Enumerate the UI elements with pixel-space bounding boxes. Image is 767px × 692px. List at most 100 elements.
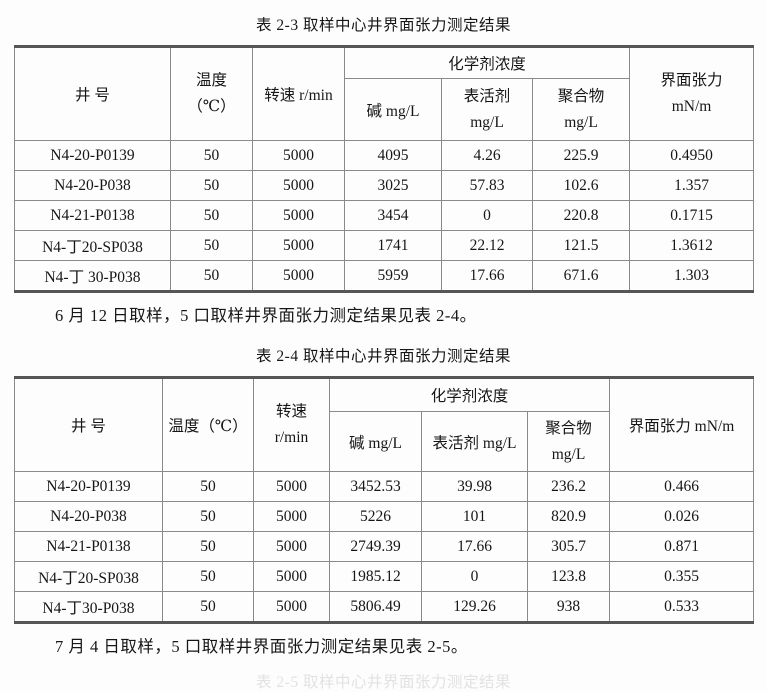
header-surfactant: 表活剂 mg/L bbox=[441, 78, 533, 141]
header-polymer: 聚合物 mg/L bbox=[531, 78, 631, 141]
cell-well: N4-20-P038 bbox=[14, 170, 171, 201]
cell-temp: 50 bbox=[162, 591, 254, 623]
table-2-5-title-clipped: 表 2-5 取样中心井界面张力测定结果 bbox=[256, 674, 511, 691]
cell-ift: 0.026 bbox=[609, 501, 755, 532]
cell-temp: 50 bbox=[170, 200, 253, 231]
header-interfacial-tension: 界面张力 mN/m bbox=[629, 46, 755, 141]
cell-speed: 5000 bbox=[253, 471, 330, 502]
cell-speed: 5000 bbox=[252, 170, 345, 201]
table-row: N4-丁 30-P038 50 5000 5959 17.66 671.6 1.… bbox=[14, 260, 755, 292]
table-2-3-title: 表 2-3 取样中心井界面张力测定结果 bbox=[256, 17, 511, 34]
header-chemical-concentration: 化学剂浓度 bbox=[328, 377, 611, 412]
header-alkali: 碱 mg/L bbox=[344, 78, 442, 141]
header-alkali: 碱 mg/L bbox=[329, 411, 422, 472]
cell-well: N4-丁30-P038 bbox=[14, 591, 163, 623]
cell-well: N4-丁 30-P038 bbox=[14, 260, 171, 292]
cell-ift: 0.1715 bbox=[629, 200, 755, 231]
cell-well: N4-丁20-SP038 bbox=[14, 561, 163, 592]
cell-temp: 50 bbox=[170, 170, 253, 201]
paragraph-july-sampling: 7 月 4 日取样，5 口取样井界面张力测定结果见表 2-5。 bbox=[55, 637, 468, 656]
header-interfacial-tension: 界面张力 mN/m bbox=[609, 377, 755, 472]
cell-surfactant: 4.26 bbox=[441, 140, 533, 171]
cell-surfactant: 17.66 bbox=[441, 260, 533, 292]
cell-speed: 5000 bbox=[253, 531, 330, 562]
cell-ift: 0.533 bbox=[609, 591, 755, 623]
header-temperature: 温度 （℃） bbox=[170, 46, 253, 141]
cell-surfactant: 101 bbox=[421, 501, 528, 532]
cell-polymer: 305.7 bbox=[526, 531, 611, 562]
table-row: N4-20-P038 50 5000 5226 101 820.9 0.026 bbox=[14, 501, 755, 532]
cell-temp: 50 bbox=[170, 260, 253, 292]
cell-speed: 5000 bbox=[252, 200, 345, 231]
cell-temp: 50 bbox=[162, 501, 254, 532]
table-row: N4-20-P038 50 5000 3025 57.83 102.6 1.35… bbox=[14, 170, 755, 201]
cell-ift: 0.4950 bbox=[629, 140, 755, 171]
cell-speed: 5000 bbox=[252, 260, 345, 292]
cell-speed: 5000 bbox=[253, 561, 330, 592]
cell-alkali: 2749.39 bbox=[329, 531, 422, 562]
cell-polymer: 220.8 bbox=[531, 200, 631, 231]
table-row: N4-丁20-SP038 50 5000 1985.12 0 123.8 0.3… bbox=[14, 561, 755, 592]
cell-surfactant: 17.66 bbox=[421, 531, 528, 562]
cell-well: N4-20-P0139 bbox=[14, 140, 171, 171]
cell-ift: 1.303 bbox=[629, 260, 755, 292]
cell-ift: 1.357 bbox=[629, 170, 755, 201]
cell-alkali: 3454 bbox=[344, 200, 442, 231]
cell-well: N4-20-P038 bbox=[14, 501, 163, 532]
header-surfactant: 表活剂 mg/L bbox=[421, 411, 528, 472]
header-rotation-speed: 转速 r/min bbox=[252, 46, 345, 141]
cell-alkali: 5959 bbox=[344, 260, 442, 292]
header-rotation-speed: 转速 r/min bbox=[253, 377, 330, 472]
table-row: N4-20-P0139 50 5000 4095 4.26 225.9 0.49… bbox=[14, 140, 755, 171]
cell-surfactant: 0 bbox=[421, 561, 528, 592]
cell-surfactant: 57.83 bbox=[441, 170, 533, 201]
table-row: N4-21-P0138 50 5000 3454 0 220.8 0.1715 bbox=[14, 200, 755, 231]
cell-polymer: 121.5 bbox=[531, 230, 631, 261]
cell-speed: 5000 bbox=[252, 230, 345, 261]
cell-alkali: 5806.49 bbox=[329, 591, 422, 623]
cell-polymer: 938 bbox=[526, 591, 611, 623]
cell-surfactant: 0 bbox=[441, 200, 533, 231]
cell-surfactant: 22.12 bbox=[441, 230, 533, 261]
cell-surfactant: 129.26 bbox=[421, 591, 528, 623]
cell-alkali: 3452.53 bbox=[329, 471, 422, 502]
cell-alkali: 1741 bbox=[344, 230, 442, 261]
cell-temp: 50 bbox=[162, 531, 254, 562]
cell-polymer: 671.6 bbox=[531, 260, 631, 292]
table-2-3: 井 号 温度 （℃） 转速 r/min 化学剂浓度 界面张力 mN/m 碱 mg… bbox=[14, 45, 755, 293]
cell-speed: 5000 bbox=[253, 501, 330, 532]
document-page: 表 2-3 取样中心井界面张力测定结果 井 号 温度 （℃） 转速 r/min … bbox=[0, 13, 767, 692]
cell-ift: 1.3612 bbox=[629, 230, 755, 261]
cell-polymer: 123.8 bbox=[526, 561, 611, 592]
cell-alkali: 4095 bbox=[344, 140, 442, 171]
header-well-number: 井 号 bbox=[14, 46, 171, 141]
header-temperature: 温度（℃） bbox=[162, 377, 254, 472]
cell-alkali: 5226 bbox=[329, 501, 422, 532]
table-row: N4-21-P0138 50 5000 2749.39 17.66 305.7 … bbox=[14, 531, 755, 562]
header-chemical-concentration: 化学剂浓度 bbox=[343, 46, 631, 79]
cell-surfactant: 39.98 bbox=[421, 471, 528, 502]
cell-polymer: 225.9 bbox=[531, 140, 631, 171]
header-well-number: 井 号 bbox=[14, 377, 163, 472]
cell-alkali: 1985.12 bbox=[329, 561, 422, 592]
cell-polymer: 236.2 bbox=[526, 471, 611, 502]
cell-ift: 0.466 bbox=[609, 471, 755, 502]
cell-temp: 50 bbox=[170, 140, 253, 171]
cell-well: N4-21-P0138 bbox=[14, 200, 171, 231]
cell-ift: 0.355 bbox=[609, 561, 755, 592]
cell-alkali: 3025 bbox=[344, 170, 442, 201]
paragraph-june-sampling: 6 月 12 日取样，5 口取样井界面张力测定结果见表 2-4。 bbox=[55, 306, 477, 325]
cell-well: N4-丁20-SP038 bbox=[14, 230, 171, 261]
table-2-4-title: 表 2-4 取样中心井界面张力测定结果 bbox=[256, 348, 511, 365]
cell-temp: 50 bbox=[162, 471, 254, 502]
cell-well: N4-20-P0139 bbox=[14, 471, 163, 502]
header-polymer: 聚合物 mg/L bbox=[526, 411, 611, 472]
cell-speed: 5000 bbox=[253, 591, 330, 623]
cell-well: N4-21-P0138 bbox=[14, 531, 163, 562]
cell-polymer: 820.9 bbox=[526, 501, 611, 532]
cell-temp: 50 bbox=[162, 561, 254, 592]
cell-polymer: 102.6 bbox=[531, 170, 631, 201]
table-row: N4-丁30-P038 50 5000 5806.49 129.26 938 0… bbox=[14, 591, 755, 623]
table-row: N4-丁20-SP038 50 5000 1741 22.12 121.5 1.… bbox=[14, 230, 755, 261]
cell-speed: 5000 bbox=[252, 140, 345, 171]
